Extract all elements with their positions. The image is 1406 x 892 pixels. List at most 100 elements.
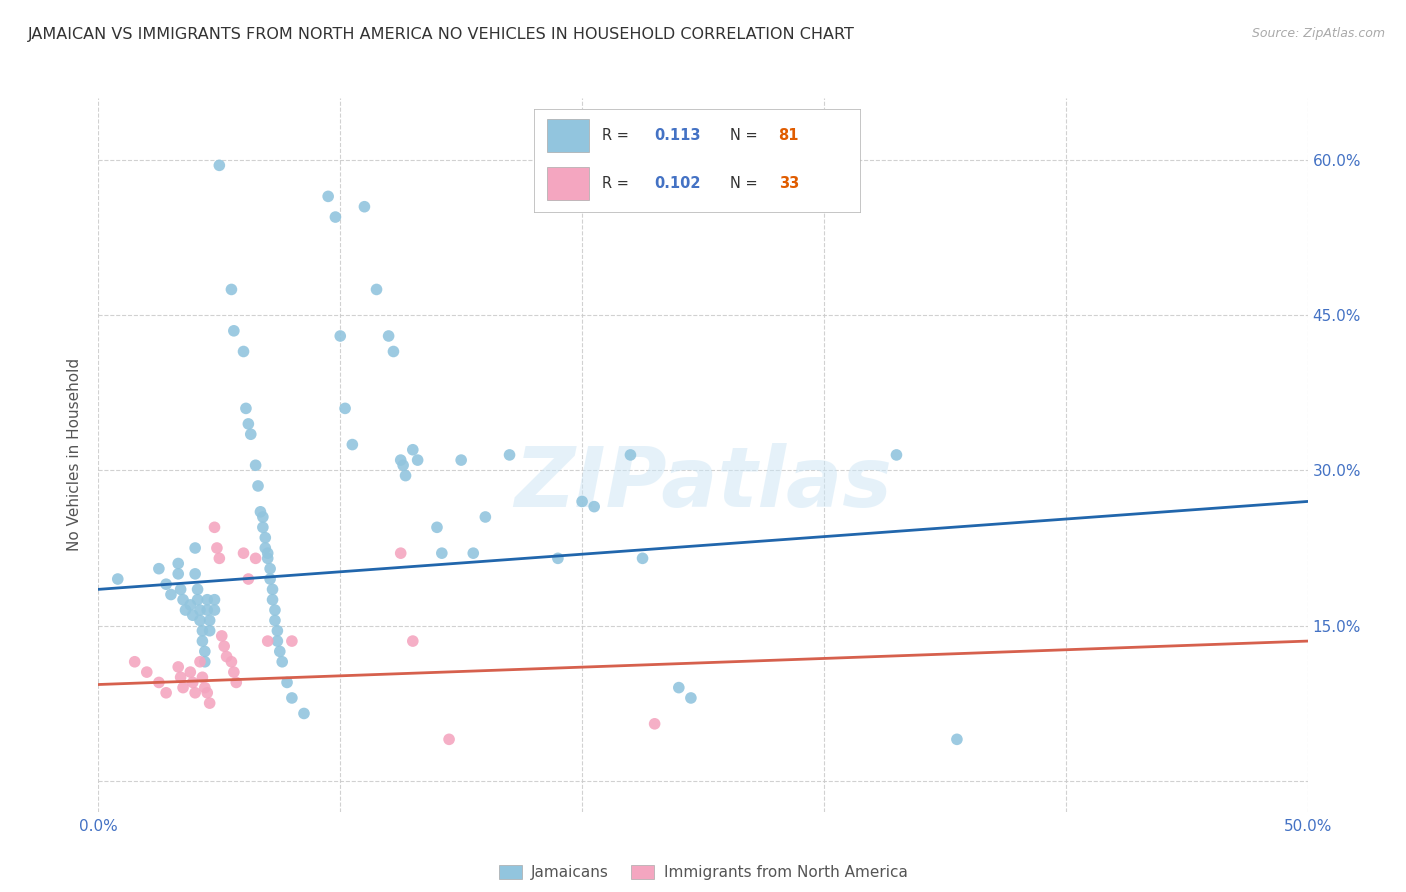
Point — [644, 716, 666, 731]
Point — [225, 675, 247, 690]
Point — [135, 665, 157, 679]
Point — [271, 655, 294, 669]
Point — [946, 732, 969, 747]
Point — [256, 546, 278, 560]
Point — [167, 557, 190, 571]
Point — [208, 158, 231, 172]
Text: ZIPatlas: ZIPatlas — [515, 443, 891, 524]
Point — [333, 401, 356, 416]
Point — [619, 448, 641, 462]
Point — [179, 598, 201, 612]
Point — [426, 520, 449, 534]
Point — [184, 686, 207, 700]
Point — [437, 732, 460, 747]
Point — [498, 448, 520, 462]
Point — [232, 344, 254, 359]
Point — [155, 686, 177, 700]
Point — [184, 541, 207, 555]
Point — [169, 582, 191, 597]
Point — [174, 603, 197, 617]
Point — [325, 210, 347, 224]
Point — [430, 546, 453, 560]
Point — [204, 520, 226, 534]
Point — [167, 660, 190, 674]
Point — [195, 592, 218, 607]
Point — [269, 644, 291, 658]
Point — [366, 282, 388, 296]
Legend: Jamaicans, Immigrants from North America: Jamaicans, Immigrants from North America — [492, 858, 914, 886]
Point — [252, 510, 274, 524]
Point — [392, 458, 415, 473]
Point — [155, 577, 177, 591]
Point — [406, 453, 429, 467]
Point — [222, 665, 245, 679]
Point — [195, 686, 218, 700]
Point — [402, 634, 425, 648]
Point — [262, 582, 284, 597]
Point — [194, 655, 217, 669]
Point — [195, 603, 218, 617]
Point — [221, 655, 243, 669]
Point — [194, 681, 217, 695]
Point — [187, 592, 209, 607]
Point — [232, 546, 254, 560]
Point — [148, 562, 170, 576]
Point — [167, 566, 190, 581]
Point — [631, 551, 654, 566]
Point — [188, 614, 211, 628]
Point — [329, 329, 352, 343]
Point — [262, 592, 284, 607]
Point — [389, 546, 412, 560]
Point — [450, 453, 472, 467]
Point — [583, 500, 606, 514]
Point — [474, 510, 496, 524]
Point — [191, 670, 214, 684]
Point — [281, 690, 304, 705]
Point — [254, 531, 277, 545]
Point — [215, 649, 238, 664]
Point — [342, 437, 364, 451]
Point — [245, 458, 267, 473]
Point — [148, 675, 170, 690]
Point — [382, 344, 405, 359]
Point — [181, 608, 204, 623]
Point — [389, 453, 412, 467]
Point — [252, 520, 274, 534]
Point — [353, 200, 375, 214]
Point — [188, 655, 211, 669]
Point — [169, 670, 191, 684]
Point — [886, 448, 908, 462]
Point — [247, 479, 270, 493]
Point — [259, 562, 281, 576]
Point — [266, 634, 288, 648]
Point — [264, 614, 287, 628]
Point — [256, 551, 278, 566]
Point — [463, 546, 485, 560]
Point — [204, 603, 226, 617]
Point — [208, 551, 231, 566]
Point — [194, 644, 217, 658]
Point — [211, 629, 233, 643]
Point — [239, 427, 262, 442]
Point — [238, 572, 260, 586]
Point — [222, 324, 245, 338]
Point — [245, 551, 267, 566]
Point — [256, 634, 278, 648]
Point — [276, 675, 298, 690]
Point — [266, 624, 288, 638]
Text: JAMAICAN VS IMMIGRANTS FROM NORTH AMERICA NO VEHICLES IN HOUSEHOLD CORRELATION C: JAMAICAN VS IMMIGRANTS FROM NORTH AMERIC… — [28, 27, 855, 42]
Point — [259, 572, 281, 586]
Point — [205, 541, 228, 555]
Point — [172, 592, 194, 607]
Point — [281, 634, 304, 648]
Point — [547, 551, 569, 566]
Point — [198, 614, 221, 628]
Point — [160, 588, 183, 602]
Point — [571, 494, 593, 508]
Point — [249, 505, 271, 519]
Text: Source: ZipAtlas.com: Source: ZipAtlas.com — [1251, 27, 1385, 40]
Point — [187, 582, 209, 597]
Point — [198, 696, 221, 710]
Point — [264, 603, 287, 617]
Point — [124, 655, 146, 669]
